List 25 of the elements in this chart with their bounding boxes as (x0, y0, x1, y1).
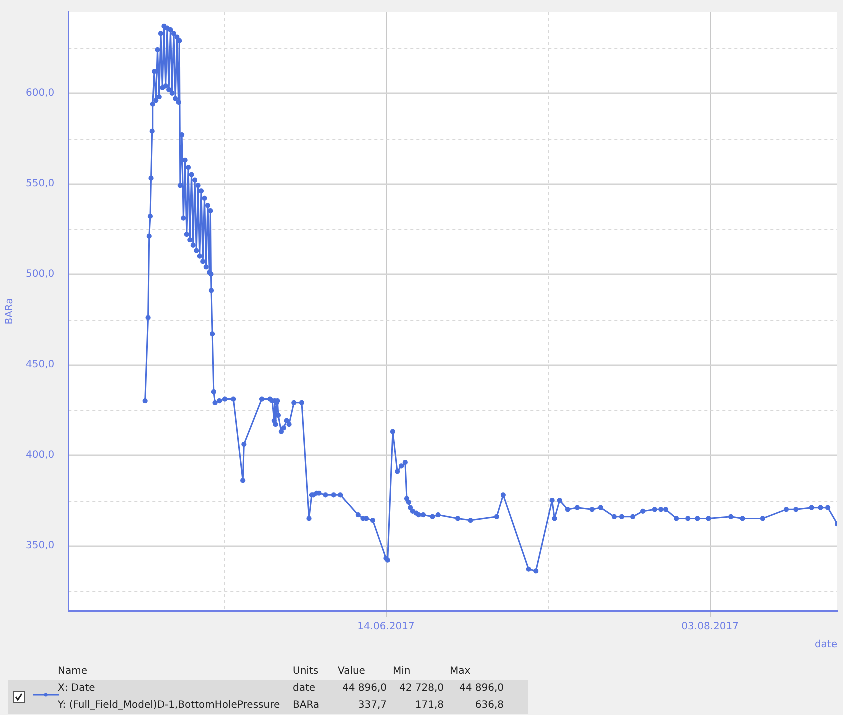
text: Min (393, 666, 412, 677)
y-tick-label: 500,0 (26, 268, 55, 280)
text: BARa (293, 700, 321, 711)
y-tick-label: 450,0 (26, 359, 55, 370)
x-tick-label: 03.08.2017 (682, 622, 739, 633)
y-tick-label: 350,0 (26, 540, 55, 552)
text: Max (450, 666, 472, 677)
text: Name (58, 666, 89, 677)
text: 44 896,0 (341, 683, 388, 694)
text: Y: (Full_Field_Model)D-1,BottomHolePressure (58, 700, 282, 711)
y-tick-label: 400,0 (26, 450, 55, 461)
text: 337,7 (357, 700, 388, 711)
text: X: Date (58, 683, 96, 694)
text: 44 896,0 (458, 683, 505, 694)
y-tick-label: 600,0 (26, 88, 55, 100)
y-tick-label: 550,0 (26, 178, 55, 190)
text: 636,8 (474, 700, 505, 711)
text: date (293, 683, 317, 694)
text: 171,8 (414, 700, 445, 711)
text: Units (293, 666, 320, 677)
x-axis-title: date (814, 640, 838, 651)
text: 42 728,0 (398, 683, 445, 694)
text: Value (338, 666, 366, 677)
x-tick-label: 14.06.2017 (358, 622, 415, 633)
y-axis-title: BARa (4, 298, 16, 325)
